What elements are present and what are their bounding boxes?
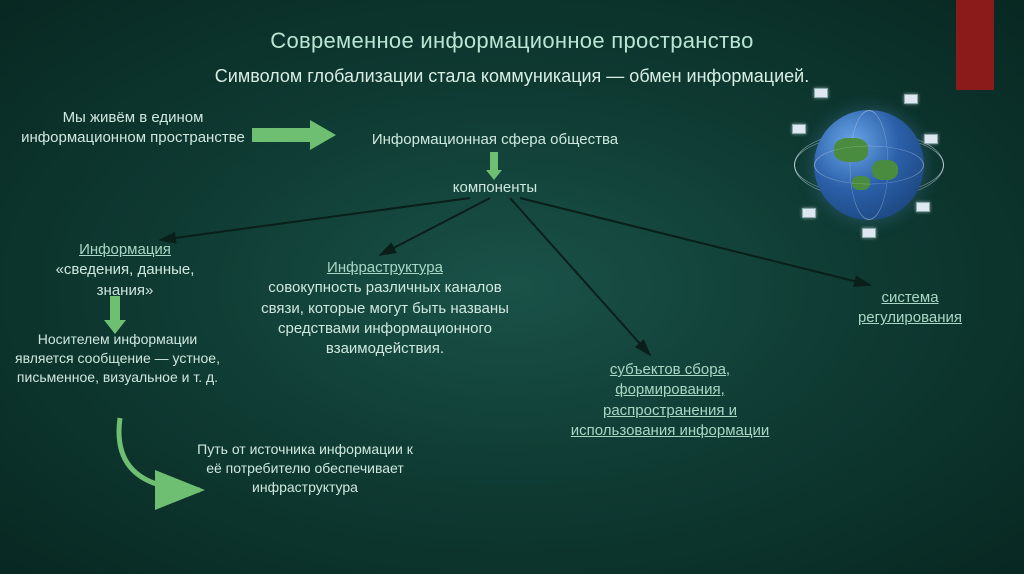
infra-block: Инфраструктура совокупность различных ка… xyxy=(260,258,510,359)
info-body: «сведения, данные, знания» xyxy=(56,261,195,298)
components-label: компоненты xyxy=(400,178,590,198)
path-note: Путь от источника информации к её потреб… xyxy=(190,440,420,497)
info-heading: Информация xyxy=(79,241,171,258)
subjects-block: субъектов сбора, формирования, распростр… xyxy=(560,360,780,441)
system-block: система регулирования xyxy=(830,288,990,329)
info-block: Информация «сведения, данные, знания» xyxy=(35,240,215,301)
sphere-label: Информационная сфера общества xyxy=(330,130,660,150)
globe-icon xyxy=(794,90,944,240)
infra-heading: Инфраструктура xyxy=(327,259,443,276)
infra-body: совокупность различных каналов связи, ко… xyxy=(261,279,509,357)
left-intro: Мы живём в едином информационном простра… xyxy=(18,108,248,149)
slide-subtitle: Символом глобализации стала коммуникация… xyxy=(0,66,1024,87)
info-carrier: Носителем информации является сообщение … xyxy=(10,330,225,387)
slide-title: Современное информационное пространство xyxy=(0,28,1024,54)
